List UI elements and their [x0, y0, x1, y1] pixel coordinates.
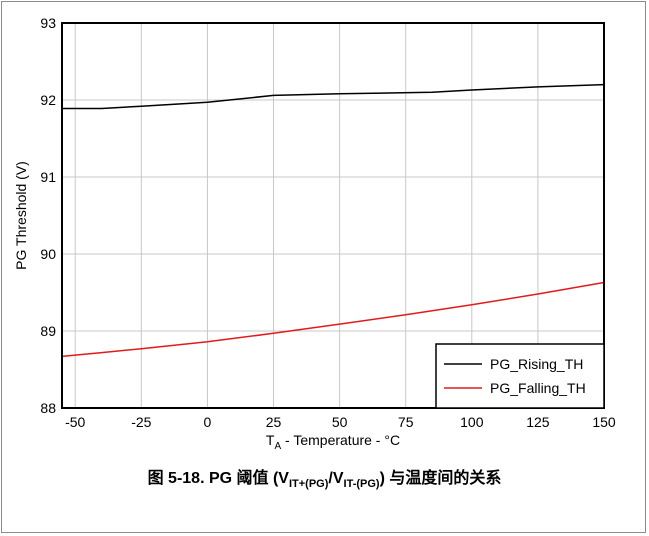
- y-tick-label: 88: [40, 400, 56, 416]
- y-tick-label: 93: [40, 15, 56, 31]
- x-tick-label: 100: [460, 414, 484, 430]
- x-tick-label: 25: [266, 414, 282, 430]
- x-tick-label: 75: [398, 414, 414, 430]
- x-tick-label: 50: [332, 414, 348, 430]
- x-tick-label: 150: [592, 414, 616, 430]
- plot-area-border: [61, 22, 605, 409]
- line-chart: -50 -25 0 25 50 75 100 125 150 88 89 90 91 92 93 PG T…: [13, 15, 616, 452]
- legend-entry-label: PG_Falling_TH: [490, 380, 586, 396]
- caption-mid: /V: [328, 470, 344, 487]
- caption-subscript-1: IT+(PG): [288, 478, 329, 490]
- x-axis-label-subscript: A: [274, 441, 281, 452]
- legend-box: [435, 343, 605, 409]
- series-line-pg-rising-th: [62, 83, 605, 110]
- series-line-pg-falling-th: [61, 281, 605, 358]
- caption-suffix: ) 与温度间的关系: [379, 470, 502, 487]
- x-tick-labels: -50 -25 0 25 50 75 100 125 150: [65, 414, 616, 430]
- y-tick-label: 90: [40, 246, 56, 262]
- x-tick-label: -25: [131, 414, 151, 430]
- y-tick-label: 91: [40, 169, 56, 185]
- legend-entry-label: PG_Rising_TH: [490, 356, 583, 372]
- caption-prefix: 图 5-18. PG 阈值 (V: [147, 470, 289, 487]
- series-layer: [61, 83, 605, 358]
- x-axis-label-rest: - Temperature - °C: [281, 432, 400, 448]
- figure-caption: 图 5-18. PG 阈值 (VIT+(PG)/VIT-(PG)) 与温度间的关…: [0, 464, 649, 490]
- caption-subscript-2: IT-(PG): [343, 478, 380, 490]
- y-tick-labels: 88 89 90 91 92 93: [40, 15, 56, 416]
- x-tick-label: 125: [526, 414, 550, 430]
- legend: PG_Rising_TH PG_Falling_TH: [435, 343, 605, 409]
- x-tick-label: -50: [65, 414, 85, 430]
- y-tick-label: 89: [40, 323, 56, 339]
- x-tick-label: 0: [204, 414, 212, 430]
- y-tick-label: 92: [40, 92, 56, 108]
- x-axis-label: TA - Temperature - °C: [266, 432, 400, 452]
- x-axis-label-main: T: [266, 432, 275, 448]
- y-axis-label: PG Threshold (V): [13, 161, 29, 270]
